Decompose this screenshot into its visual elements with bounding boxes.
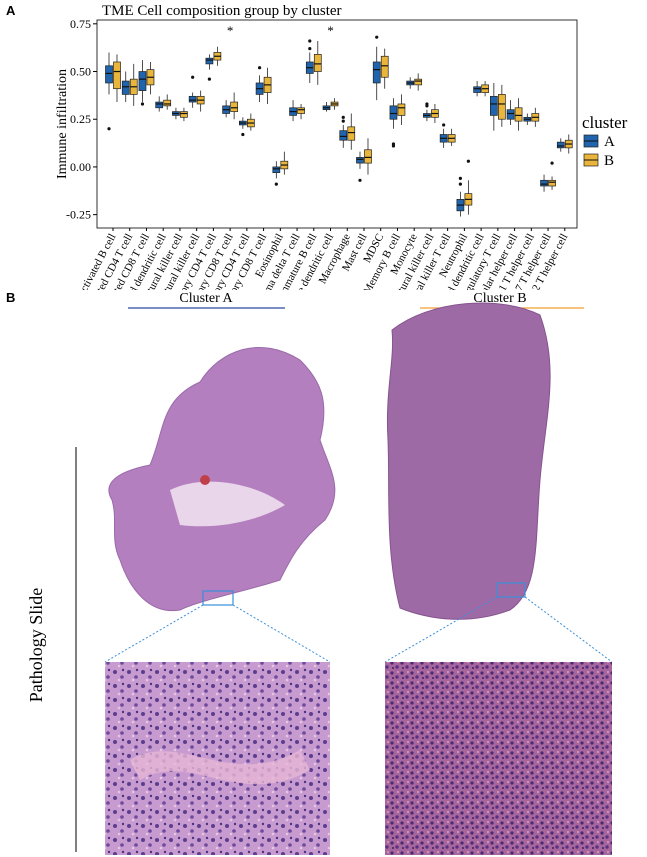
box: [548, 179, 556, 187]
row-label: Pathology Slide: [26, 588, 46, 703]
y-tick-label: 0.75: [70, 17, 91, 31]
outlier: [458, 182, 462, 186]
box: [205, 57, 214, 65]
outlier: [425, 102, 429, 106]
y-tick-label: 0.50: [70, 65, 91, 79]
box: [313, 53, 322, 72]
box: [188, 95, 197, 103]
outlier: [207, 77, 211, 81]
y-tick-label: -0.25: [66, 208, 91, 222]
box: [397, 103, 406, 116]
box: [540, 179, 548, 187]
outlier: [257, 66, 262, 70]
zoom-line: [104, 604, 204, 663]
significance: *: [227, 23, 234, 38]
outlier: [442, 123, 446, 127]
legend-label: A: [604, 134, 615, 150]
legend-label: B: [604, 153, 614, 169]
panel-label: A: [6, 3, 16, 18]
zoom-box-a: [202, 590, 234, 606]
box: [389, 105, 398, 120]
outlier: [241, 132, 245, 137]
box: [339, 130, 348, 141]
zoom-box-b: [496, 582, 526, 598]
zoom-line: [232, 604, 331, 663]
box: [372, 61, 381, 84]
box: [356, 157, 364, 164]
box: [272, 166, 281, 174]
box: [230, 101, 238, 112]
outlier: [140, 102, 145, 106]
panel-label: B: [6, 290, 15, 305]
box: [414, 78, 423, 86]
outlier: [341, 115, 345, 119]
box: [180, 111, 188, 118]
zoom-image-b: [385, 662, 612, 855]
box: [506, 109, 515, 120]
outlier: [550, 161, 554, 165]
slide-a-spot: [200, 475, 210, 485]
box: [155, 101, 164, 109]
cluster-a-label: Cluster A: [179, 291, 233, 306]
chart-title: TME Cell composition group by cluster: [102, 3, 342, 19]
cluster-b-label: Cluster B: [473, 291, 526, 306]
zoom-a-stroma: [130, 750, 310, 785]
box: [473, 86, 481, 93]
box: [489, 95, 498, 116]
pathology-panel: B Cluster A Cluster B Pathology Slide: [6, 290, 613, 855]
outlier: [308, 39, 312, 43]
outlier: [191, 75, 195, 79]
outlier: [274, 182, 278, 186]
outlier: [458, 176, 462, 180]
significance: *: [327, 23, 334, 38]
box: [364, 149, 372, 164]
outlier: [308, 47, 312, 51]
box: [347, 126, 356, 141]
box-chart: A TME Cell composition group by cluster …: [6, 3, 628, 290]
y-tick-label: 0.00: [70, 160, 91, 174]
box: [163, 99, 172, 107]
box: [121, 80, 130, 95]
slide-a: [108, 346, 336, 612]
outlier: [358, 178, 362, 182]
box: [380, 55, 389, 78]
box: [138, 71, 147, 91]
outlier: [391, 144, 396, 148]
zoom-line: [384, 596, 498, 663]
box: [105, 65, 113, 84]
outlier: [341, 119, 345, 123]
outlier: [375, 35, 379, 39]
plot-frame: [96, 19, 578, 229]
y-axis-label: Immune infiltration: [55, 69, 70, 179]
outlier: [466, 159, 470, 163]
legend-title: cluster: [582, 113, 628, 132]
box: [514, 107, 523, 122]
y-tick-label: 0.25: [70, 112, 91, 126]
slide-a-stroma: [170, 481, 285, 527]
box: [297, 107, 305, 114]
box: [497, 94, 506, 120]
zoom-line: [524, 596, 613, 663]
box: [113, 61, 121, 90]
outlier: [107, 127, 111, 131]
box: [556, 141, 565, 149]
slide-b: [386, 302, 551, 620]
